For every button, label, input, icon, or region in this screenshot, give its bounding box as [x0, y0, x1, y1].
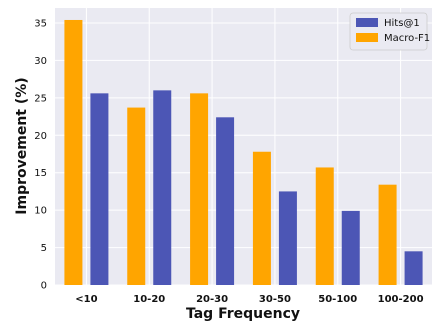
- bar-macro-f1-4: [315, 167, 334, 285]
- bar-hits-1-1: [153, 90, 172, 285]
- grid-lines: [55, 8, 432, 286]
- x-tick-label: <10: [75, 294, 97, 305]
- legend-label: Hits@1: [384, 18, 420, 29]
- x-tick-label: 100-200: [378, 294, 424, 305]
- y-tick-label: 35: [34, 18, 47, 29]
- y-tick-label: 25: [34, 93, 47, 104]
- bar-macro-f1-1: [127, 107, 146, 285]
- x-tick-label: 10-20: [133, 294, 165, 305]
- x-tick-label: 50-100: [318, 294, 357, 305]
- bar-hits-1-2: [216, 117, 235, 285]
- legend: Hits@1 Macro-F1: [349, 12, 430, 51]
- y-tick-label: 5: [41, 243, 47, 254]
- bar-macro-f1-0: [64, 19, 83, 285]
- y-tick-label: 15: [34, 168, 47, 179]
- x-tick-label: 30-50: [259, 294, 291, 305]
- legend-label: Macro-F1: [384, 33, 430, 44]
- y-tick-label: 20: [34, 131, 47, 142]
- bar-hits-1-3: [278, 191, 297, 285]
- bar-hits-1-5: [404, 251, 423, 285]
- legend-swatch: [356, 33, 378, 42]
- y-tick-labels: 0 5 10 15 20 25 30 35: [34, 18, 47, 291]
- plot-background: [55, 8, 432, 285]
- bar-macro-f1-2: [190, 93, 209, 285]
- bar-macro-f1-5: [378, 184, 397, 285]
- bar-macro-f1-3: [252, 151, 271, 285]
- y-tick-label: 10: [34, 206, 47, 217]
- bar-hits-1-4: [341, 210, 360, 285]
- y-tick-label: 30: [34, 56, 47, 67]
- bar-hits-1-0: [90, 93, 109, 285]
- x-axis-title: Tag Frequency: [186, 306, 300, 322]
- y-tick-label: 0: [41, 281, 47, 292]
- x-tick-labels: <10 10-20 20-30 30-50 50-100 100-200: [75, 294, 423, 305]
- x-tick-label: 20-30: [196, 294, 228, 305]
- legend-swatch: [356, 18, 378, 27]
- y-axis-title: Improvement (%): [14, 77, 30, 214]
- bars-group: [64, 19, 423, 285]
